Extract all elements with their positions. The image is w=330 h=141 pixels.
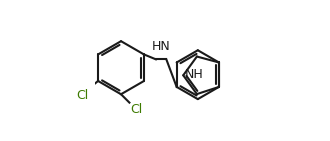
Text: NH: NH — [185, 68, 204, 81]
Text: Cl: Cl — [130, 103, 142, 116]
Text: Cl: Cl — [76, 89, 88, 102]
Text: HN: HN — [152, 40, 171, 53]
